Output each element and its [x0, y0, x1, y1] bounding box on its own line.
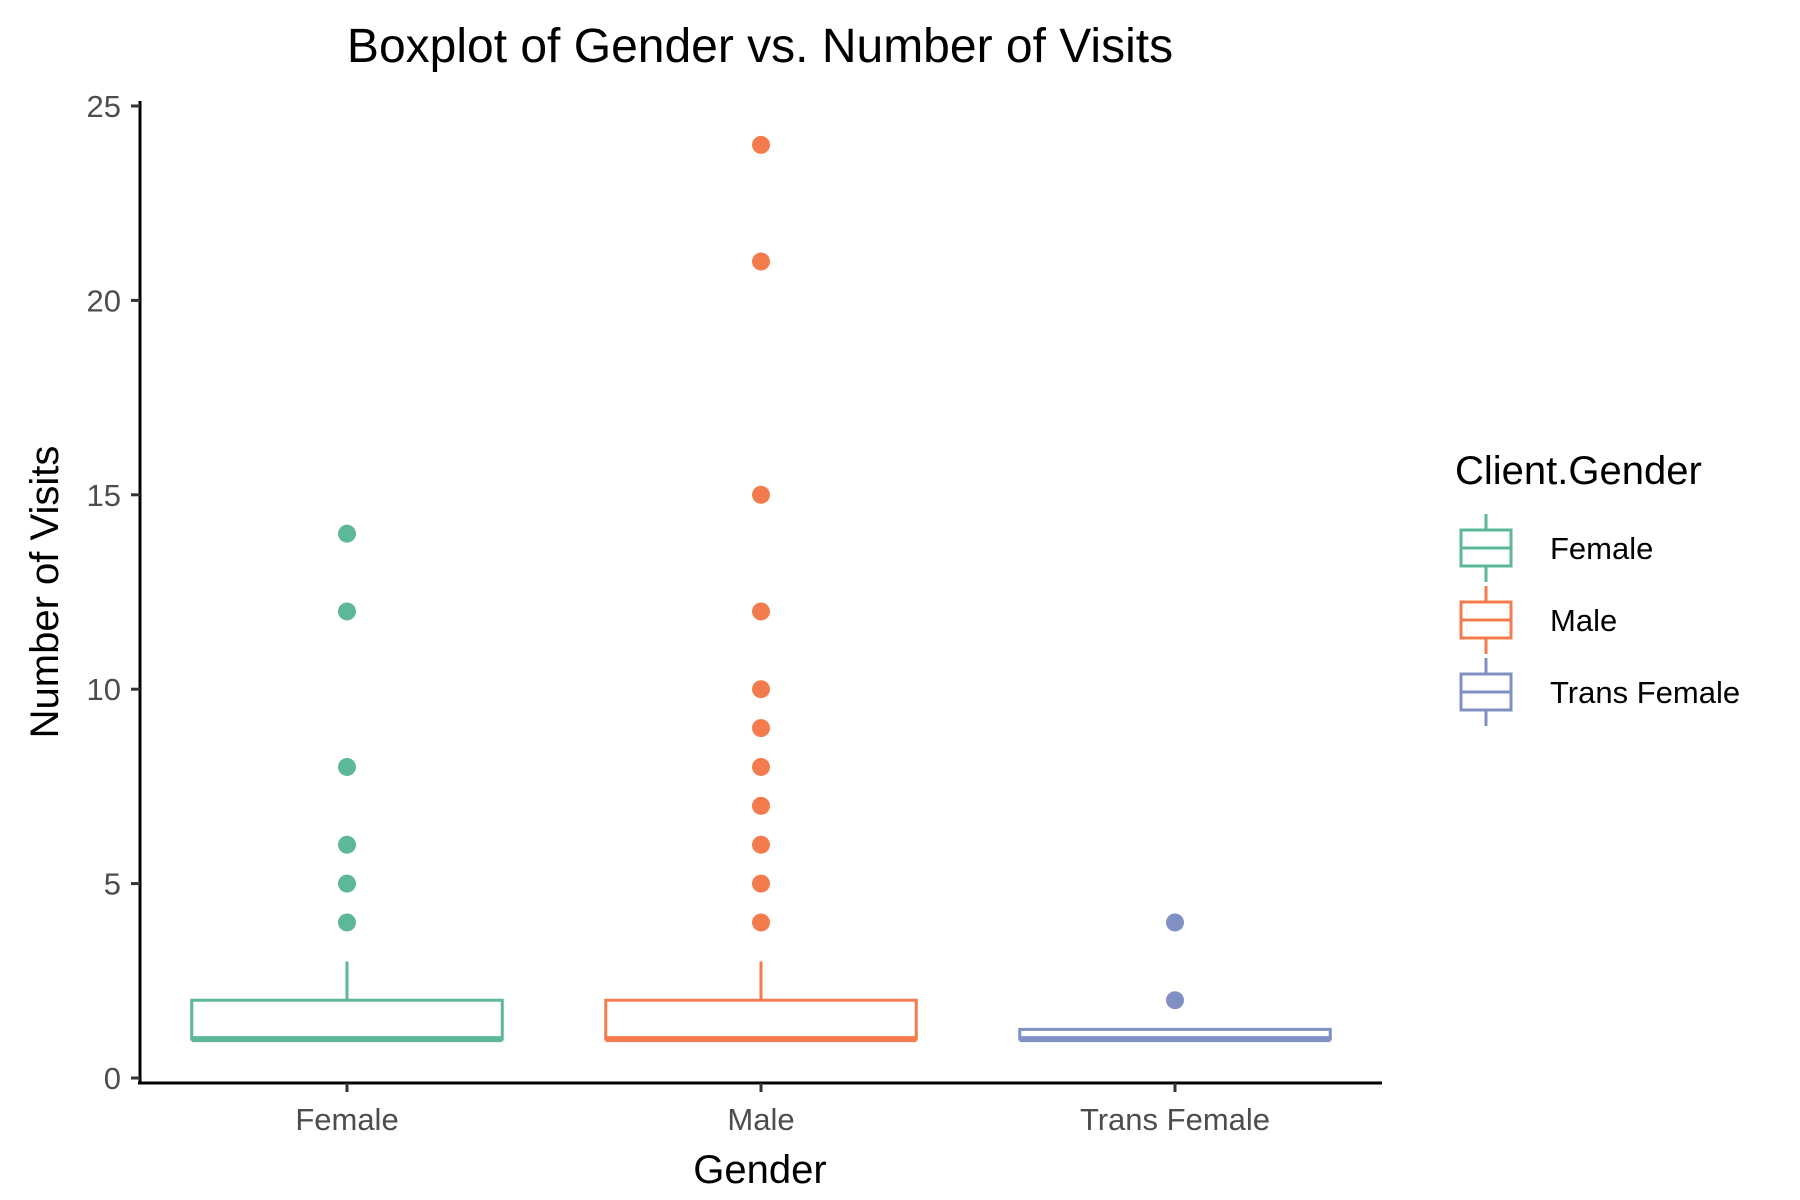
legend-item-male: Male — [1459, 586, 1617, 654]
y-tick-label: 20 — [87, 283, 121, 318]
x-axis-title: Gender — [693, 1148, 826, 1192]
outlier-point — [338, 757, 356, 776]
outlier-point — [752, 602, 770, 621]
outlier-point — [752, 719, 770, 738]
x-tick-label: Trans Female — [1080, 1102, 1270, 1137]
box-trans-female — [1018, 913, 1332, 1043]
outlier-point — [338, 524, 356, 543]
chart-title: Boxplot of Gender vs. Number of Visits — [347, 20, 1173, 73]
outlier-point — [752, 913, 770, 932]
plot-area: 0 5 10 15 20 25 Female Male Trans Female — [87, 89, 1382, 1137]
outlier-point — [752, 796, 770, 815]
y-axis-ticks: 0 5 10 15 20 25 — [87, 89, 140, 1096]
outlier-point — [338, 874, 356, 893]
outlier-point — [338, 913, 356, 932]
y-tick-label: 5 — [104, 867, 121, 902]
y-axis-title: Number of Visits — [23, 446, 67, 739]
outlier-point — [752, 135, 770, 154]
outlier-point — [338, 835, 356, 854]
box-female — [190, 524, 504, 1043]
outlier-point — [752, 680, 770, 699]
box-male — [604, 135, 918, 1043]
y-tick-label: 25 — [87, 89, 121, 124]
x-axis-ticks: Female Male Trans Female — [295, 1083, 1270, 1137]
box-iqr — [604, 998, 918, 1041]
boxes-layer — [190, 135, 1332, 1043]
outlier-point — [752, 835, 770, 854]
legend-title: Client.Gender — [1455, 449, 1702, 493]
x-tick-label: Male — [727, 1102, 794, 1137]
legend-label: Male — [1550, 603, 1617, 638]
x-tick-label: Female — [295, 1102, 398, 1137]
outlier-point — [338, 602, 356, 621]
legend: Client.Gender Female Male Trans Female — [1455, 449, 1740, 726]
legend-label: Female — [1550, 531, 1653, 566]
outlier-point — [1166, 991, 1184, 1010]
outlier-point — [752, 252, 770, 271]
y-tick-label: 15 — [87, 478, 121, 513]
legend-item-female: Female — [1459, 514, 1653, 582]
y-tick-label: 10 — [87, 672, 121, 707]
outlier-point — [752, 485, 770, 504]
legend-items: Female Male Trans Female — [1459, 514, 1740, 726]
legend-item-trans-female: Trans Female — [1459, 658, 1740, 726]
legend-label: Trans Female — [1550, 675, 1740, 710]
y-tick-label: 0 — [104, 1061, 121, 1096]
outlier-point — [1166, 913, 1184, 932]
box-iqr — [190, 998, 504, 1041]
outlier-point — [752, 874, 770, 893]
outlier-point — [752, 757, 770, 776]
